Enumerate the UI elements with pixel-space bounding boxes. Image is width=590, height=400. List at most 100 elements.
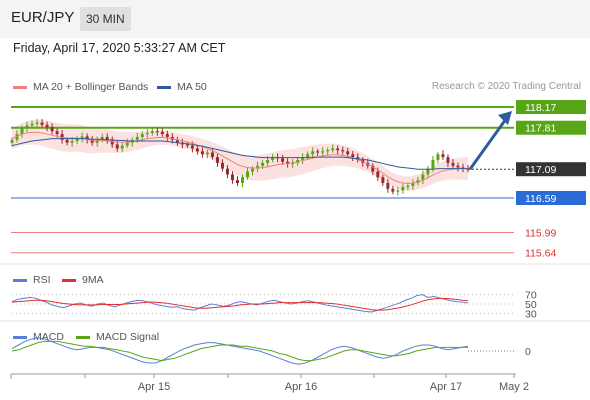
rsi-tick-30: 30 (525, 308, 537, 320)
legend-label-ma50: MA 50 (177, 81, 207, 93)
forecast-arrow-shaft (468, 118, 508, 171)
candle-body (396, 190, 400, 192)
candle-body (235, 180, 239, 184)
chart-header: EUR/JPY 30 MIN (0, 0, 590, 38)
timeframe-badge[interactable]: 30 MIN (80, 7, 131, 31)
legend-swatch-rsi (13, 278, 27, 282)
candle-body (190, 145, 194, 149)
candle-body (105, 136, 109, 140)
candle-body (205, 152, 209, 155)
candle-body (45, 124, 49, 128)
candle-body (271, 157, 275, 160)
x-tick-label: May 2 (499, 381, 529, 393)
candle-body (10, 139, 14, 143)
candle-body (446, 157, 450, 163)
candle-body (461, 167, 465, 169)
candle-body (406, 185, 410, 188)
candle-body (135, 136, 139, 140)
legend-label-ma20: MA 20 + Bollinger Bands (33, 81, 149, 93)
level-label-116.59: 116.59 (525, 193, 556, 205)
candle-body (110, 139, 114, 145)
candle-body (251, 168, 255, 172)
candle-body (306, 154, 310, 158)
candle-body (376, 171, 380, 178)
candle-body (225, 168, 229, 175)
candle-body (246, 171, 250, 178)
legend-rsi: RSI (13, 274, 51, 286)
candle-body (351, 154, 355, 158)
candle-body (20, 128, 24, 135)
candle-body (220, 162, 224, 169)
candle-body (65, 139, 69, 143)
rsi-tick-70: 70 (525, 290, 537, 302)
candle-body (391, 188, 395, 192)
candle-body (426, 168, 430, 175)
macd-signal-line (11, 340, 468, 362)
candle-body (40, 122, 44, 125)
ma50-line (11, 138, 468, 170)
candle-body (120, 145, 124, 149)
level-tag-pivot (516, 191, 586, 205)
candle-body (35, 122, 39, 124)
legend-swatch-rsi-ma (62, 278, 76, 282)
candle-body (456, 165, 460, 168)
candle-body (60, 134, 64, 140)
candle-body (291, 162, 295, 165)
candle-body (175, 139, 179, 143)
candle-body (160, 131, 164, 135)
legend-swatch-macd (13, 335, 27, 339)
legend-swatch-ma50 (157, 85, 171, 89)
rsi-line (11, 294, 469, 313)
candle-body (421, 174, 425, 181)
forecast-arrow-head (498, 111, 512, 125)
level-label-115.64: 115.64 (525, 248, 556, 260)
legend-swatch-macd-signal (76, 335, 90, 339)
candle-body (371, 165, 375, 172)
candle-body (80, 136, 84, 139)
candle-body (341, 150, 345, 152)
candle-body (346, 151, 350, 155)
candle-body (311, 151, 315, 155)
level-label-117.09: 117.09 (525, 164, 556, 176)
candle-body (321, 151, 325, 153)
candle-body (50, 127, 54, 132)
candle-body (150, 131, 154, 133)
candle-body (15, 134, 19, 140)
candle-body (100, 136, 104, 140)
candle-body (165, 134, 169, 137)
candle-body (266, 159, 270, 163)
candle-body (441, 154, 445, 158)
candle-body (30, 123, 34, 126)
level-label-118.17: 118.17 (525, 102, 556, 114)
candle-body (200, 151, 204, 155)
copyright-note: Research © 2020 Trading Central (431, 81, 581, 92)
candle-body (140, 134, 144, 137)
candle-body (401, 187, 405, 191)
legend-macd: MACD (13, 331, 64, 343)
legend-macd-signal: MACD Signal (76, 331, 159, 343)
candle-body (331, 148, 335, 151)
candle-body (125, 142, 129, 146)
candle-body (25, 125, 29, 129)
candle-body (436, 154, 440, 160)
candle-body (336, 148, 340, 151)
legend-ma20: MA 20 + Bollinger Bands (13, 81, 148, 93)
legend-ma50: MA 50 (157, 81, 207, 93)
candle-body (55, 131, 59, 135)
candle-body (95, 139, 99, 143)
candle-body (431, 159, 435, 169)
timestamp: Friday, April 17, 2020 5:33:27 AM CET (13, 41, 226, 55)
x-tick-label: Apr 17 (430, 381, 462, 393)
macd-line (11, 337, 469, 365)
candle-body (301, 157, 305, 160)
ma20-line (11, 131, 468, 185)
candle-body (451, 162, 455, 166)
candle-body (381, 177, 385, 184)
candle-body (411, 183, 415, 186)
candle-body (85, 136, 89, 140)
candle-body (90, 139, 94, 143)
rsi-ma-line (11, 297, 469, 311)
candle-body (261, 162, 265, 166)
macd-tick-0: 0 (525, 346, 531, 358)
